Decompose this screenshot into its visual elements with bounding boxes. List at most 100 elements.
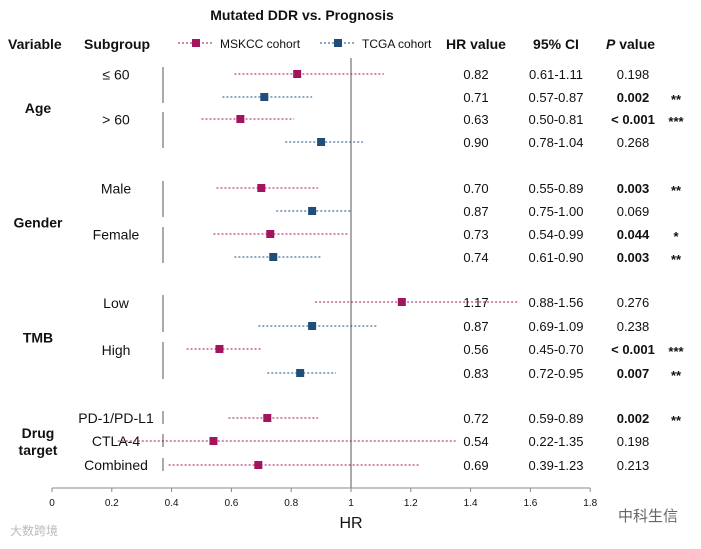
hr-marker	[266, 230, 275, 238]
subgroup-label: > 60	[102, 112, 130, 128]
p-value: 0.238	[617, 319, 650, 334]
ci-value: 0.57-0.87	[529, 90, 584, 105]
x-tick-label: 0.8	[284, 498, 298, 509]
x-tick-label: 0.4	[165, 498, 179, 509]
watermark-right: 中科生信	[618, 508, 678, 525]
header-ci: 95% CI	[533, 36, 579, 52]
hr-value: 1.17	[463, 295, 488, 310]
subgroup-label: High	[102, 342, 131, 358]
hr-value: 0.87	[463, 319, 488, 334]
p-value: 0.003	[617, 250, 650, 265]
ci-value: 0.59-0.89	[529, 411, 584, 426]
hr-marker	[215, 345, 224, 353]
p-value: 0.003	[617, 181, 650, 196]
hr-value: 0.83	[463, 366, 488, 381]
legend-marker-tcga	[334, 39, 342, 47]
ci-value: 0.22-1.35	[529, 434, 584, 449]
ci-value: 0.61-0.90	[529, 250, 584, 265]
significance-stars: ***	[668, 114, 684, 129]
ci-value: 0.45-0.70	[529, 342, 584, 357]
ci-value: 0.39-1.23	[529, 458, 584, 473]
x-tick-label: 1.4	[464, 498, 478, 509]
hr-marker	[263, 414, 272, 422]
legend: MSKCC cohort TCGA cohort	[178, 37, 432, 51]
subgroup-label: Male	[101, 181, 132, 197]
group-label: Gender	[13, 215, 63, 231]
ci-value: 0.54-0.99	[529, 227, 584, 242]
hr-marker	[296, 369, 305, 377]
significance-stars: **	[671, 413, 682, 428]
hr-value: 0.82	[463, 67, 488, 82]
legend-marker-mskcc	[192, 39, 200, 47]
ci-value: 0.72-0.95	[529, 366, 584, 381]
subgroup-label: Female	[93, 227, 140, 243]
significance-stars: **	[671, 92, 682, 107]
x-axis-label: HR	[339, 515, 362, 532]
legend-label-mskcc: MSKCC cohort	[220, 37, 301, 51]
significance-stars: **	[671, 252, 682, 267]
subgroup-label: ≤ 60	[102, 67, 129, 83]
hr-marker	[269, 253, 278, 261]
subgroup-label: CTLA-4	[92, 433, 140, 449]
header-hr: HR value	[446, 36, 506, 52]
p-value: 0.007	[617, 366, 650, 381]
p-value: 0.276	[617, 295, 650, 310]
hr-marker	[236, 115, 245, 123]
header-subgroup: Subgroup	[84, 36, 150, 52]
ci-value: 0.88-1.56	[529, 295, 584, 310]
p-value: < 0.001	[611, 342, 655, 357]
ci-value: 0.55-0.89	[529, 181, 584, 196]
p-value: 0.044	[617, 227, 650, 242]
group-labels: Age ≤ 60 > 60 Gender Male Female TMB Low High Dru…	[13, 67, 164, 473]
ci-value: 0.69-1.09	[529, 319, 584, 334]
hr-value: 0.54	[463, 434, 488, 449]
hr-marker	[397, 298, 406, 306]
p-value: 0.198	[617, 67, 650, 82]
watermark-left: 大数跨境	[10, 523, 58, 538]
x-tick-label: 1.2	[404, 498, 418, 509]
significance-stars: ***	[668, 344, 684, 359]
x-tick-label: 1	[348, 498, 354, 509]
legend-label-tcga: TCGA cohort	[362, 37, 432, 51]
hr-value: 0.69	[463, 458, 488, 473]
subgroup-label: Combined	[84, 457, 148, 473]
p-value: 0.268	[617, 135, 650, 150]
hr-marker	[260, 93, 269, 101]
hr-value: 0.63	[463, 112, 488, 127]
p-value: 0.002	[617, 411, 650, 426]
hr-value: 0.90	[463, 135, 488, 150]
ci-value: 0.78-1.04	[529, 135, 584, 150]
hr-value: 0.74	[463, 250, 488, 265]
x-tick-label: 0.6	[224, 498, 238, 509]
ci-value: 0.61-1.11	[529, 67, 583, 82]
p-value: 0.198	[617, 434, 650, 449]
x-tick-label: 0	[49, 498, 55, 509]
x-tick-label: 1.8	[583, 498, 597, 509]
subgroup-label: PD-1/PD-L1	[78, 410, 154, 426]
hr-marker	[209, 437, 218, 445]
p-value: < 0.001	[611, 112, 655, 127]
hr-value: 0.73	[463, 227, 488, 242]
hr-value: 0.72	[463, 411, 488, 426]
header-variable: Variable	[8, 36, 62, 52]
p-value: 0.002	[617, 90, 650, 105]
p-value: 0.213	[617, 458, 650, 473]
significance-stars: *	[673, 229, 679, 244]
hr-marker	[308, 322, 317, 330]
hr-marker	[257, 184, 266, 192]
significance-stars: **	[671, 183, 682, 198]
group-label: target	[19, 442, 58, 458]
p-value: 0.069	[617, 204, 650, 219]
significance-stars: **	[671, 368, 682, 383]
x-tick-label: 1.6	[523, 498, 537, 509]
forest-rows: 0.82 0.61-1.11 0.198 0.71 0.57-0.87 0.002 ** 0.…	[117, 58, 685, 488]
group-label: TMB	[23, 330, 53, 346]
subgroup-label: Low	[103, 295, 130, 311]
group-label: Age	[25, 100, 52, 116]
hr-marker	[293, 70, 302, 78]
hr-marker	[254, 461, 263, 469]
ci-value: 0.75-1.00	[529, 204, 584, 219]
group-label: Drug	[22, 425, 55, 441]
hr-value: 0.87	[463, 204, 488, 219]
header-p: P value	[606, 36, 655, 52]
